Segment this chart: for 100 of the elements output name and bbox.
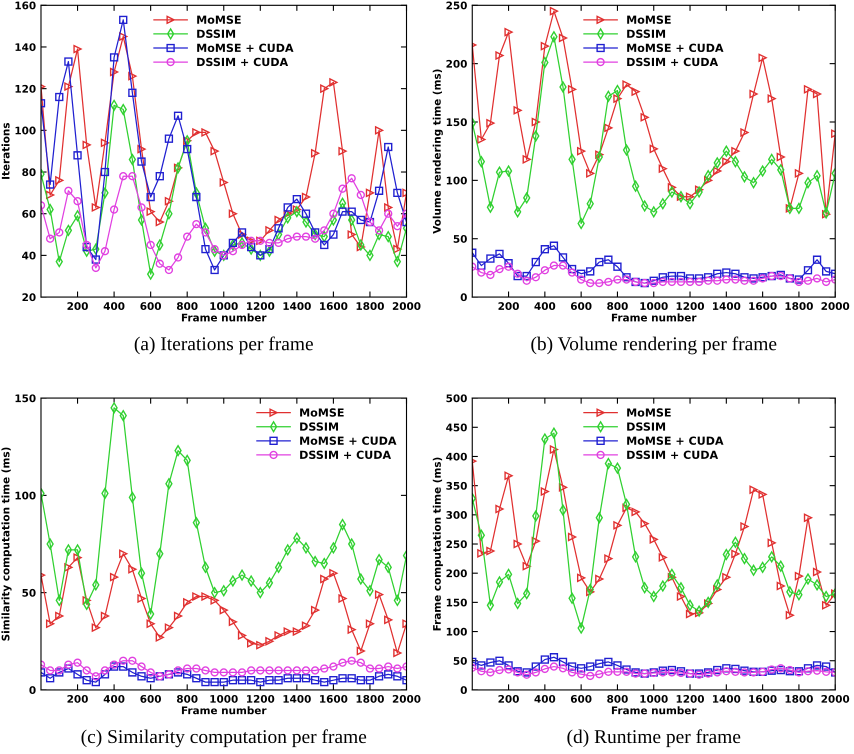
point [256, 678, 264, 686]
x-tick-label: 800 [607, 694, 628, 703]
x-tick-label: 800 [176, 694, 198, 703]
point [384, 662, 392, 671]
point [713, 166, 722, 176]
point [613, 94, 622, 103]
point [513, 106, 522, 114]
point [676, 278, 686, 286]
point [713, 270, 722, 278]
point [73, 151, 82, 160]
point [558, 34, 568, 42]
point [284, 234, 292, 243]
point [658, 553, 667, 562]
x-axis-title: Frame number [612, 706, 696, 714]
point [183, 144, 192, 154]
point [740, 128, 749, 137]
point [576, 275, 586, 284]
point [486, 658, 495, 667]
point [495, 250, 504, 258]
y-tick-label: 100 [16, 492, 36, 500]
legend-label: MoMSE [300, 408, 344, 417]
point [822, 278, 830, 286]
point [650, 535, 658, 544]
point [586, 672, 594, 680]
point [292, 194, 302, 204]
point [119, 172, 128, 180]
point [274, 631, 283, 640]
point [238, 228, 246, 237]
point [210, 266, 219, 274]
point [92, 203, 100, 212]
y-tick-label: 140 [16, 43, 36, 52]
y-axis-title: Volume rendering time (ms) [432, 69, 443, 234]
point [137, 662, 146, 671]
point [246, 242, 256, 252]
point [374, 186, 384, 195]
x-tick-label: 200 [67, 302, 88, 310]
x-tick-label: 1000 [640, 694, 668, 703]
x-tick-label: 800 [176, 302, 198, 310]
point [73, 670, 82, 679]
point [704, 273, 712, 282]
point [722, 268, 730, 277]
point [384, 616, 392, 624]
y-tick-label: 160 [16, 2, 36, 10]
point [550, 653, 558, 662]
point [265, 637, 274, 646]
point [164, 623, 174, 632]
x-tick-label: 1200 [246, 694, 274, 703]
point [110, 205, 118, 214]
point [540, 655, 550, 664]
point [310, 234, 320, 243]
point [356, 646, 365, 656]
point [786, 611, 794, 620]
point [504, 661, 513, 670]
point [246, 676, 256, 684]
point [495, 264, 504, 274]
point [274, 224, 283, 232]
point [576, 147, 586, 156]
point [486, 546, 495, 556]
point [329, 569, 338, 578]
point [522, 670, 531, 679]
point [558, 261, 568, 270]
point [356, 242, 365, 252]
x-tick-label: 1800 [356, 302, 384, 310]
y-tick-label: 500 [446, 394, 467, 402]
point [631, 508, 640, 516]
point [640, 519, 649, 528]
point [348, 207, 356, 216]
x-tick-label: 200 [498, 694, 519, 703]
point [228, 247, 238, 256]
x-tick-label: 1600 [320, 694, 348, 703]
y-tick-label: 350 [446, 482, 467, 490]
point [477, 661, 486, 670]
point [73, 658, 82, 667]
point [274, 238, 283, 248]
point [265, 676, 274, 684]
point [558, 483, 568, 492]
point [246, 666, 256, 675]
point [210, 147, 219, 156]
point [128, 565, 137, 574]
point [731, 664, 740, 674]
point [393, 672, 402, 680]
point [740, 276, 749, 285]
point [613, 661, 622, 670]
y-tick-label: 450 [446, 424, 467, 432]
point [822, 662, 830, 671]
point [284, 203, 292, 212]
x-tick-label: 2000 [392, 694, 420, 703]
point [550, 662, 558, 671]
point [576, 270, 586, 278]
y-tick-label: 120 [16, 84, 36, 93]
point [595, 574, 604, 584]
legend-label: DSSIM [627, 422, 666, 431]
point [220, 606, 228, 614]
point [384, 670, 392, 679]
point [238, 240, 246, 250]
legend-label: MoMSE + CUDA [300, 436, 396, 445]
point [486, 254, 495, 263]
point [576, 670, 586, 678]
point [822, 668, 830, 676]
point [694, 274, 704, 283]
